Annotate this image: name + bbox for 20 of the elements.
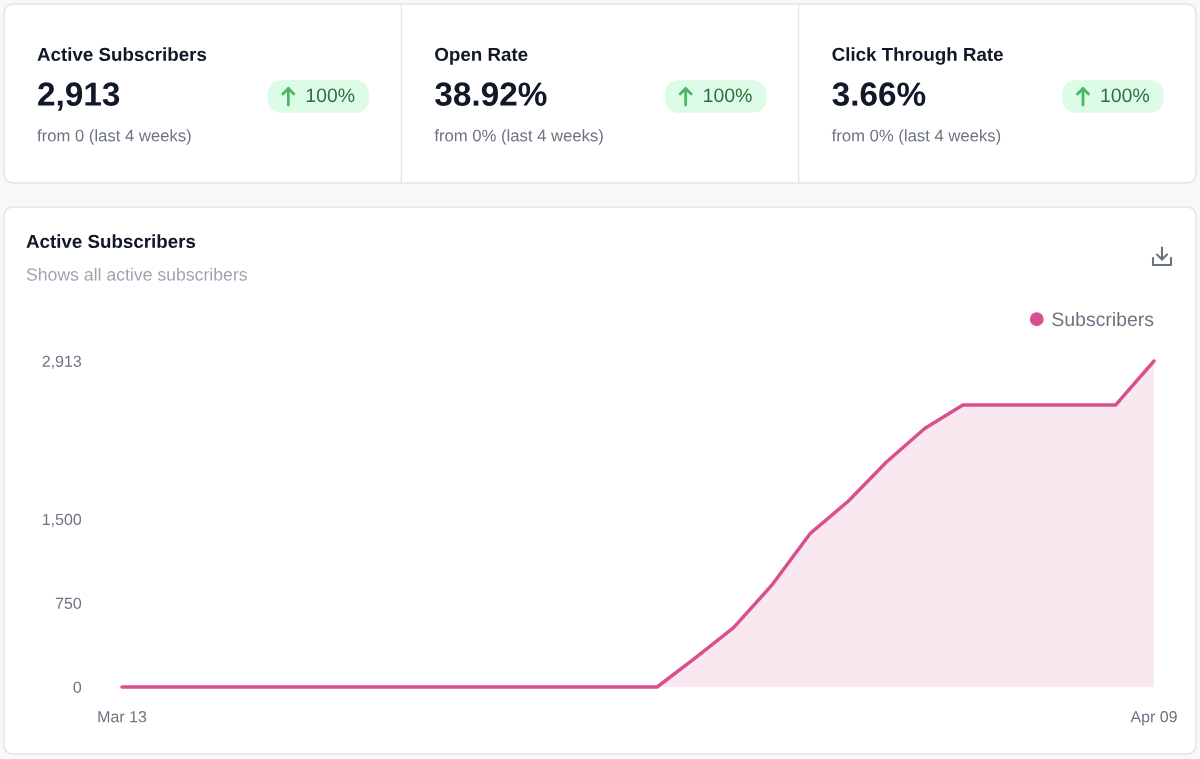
y-tick-label: 750 — [55, 597, 82, 610]
y-tick-label: 1,500 — [42, 513, 82, 527]
text: Click Through Rate — [832, 47, 1003, 65]
text: 3.66% — [832, 82, 926, 106]
text: 100% — [306, 88, 355, 103]
chart-subtitle: Shows all active subscribers — [26, 267, 247, 281]
text: Open Rate — [435, 47, 528, 65]
y-tick-label: 0 — [73, 681, 82, 693]
text: from 0% (last 4 weeks) — [831, 129, 1001, 145]
text: Active Subscribers — [37, 47, 207, 62]
text: 38.92% — [435, 82, 547, 106]
x-tick-label: Mar 13 — [98, 711, 147, 723]
x-tick-label: Apr 09 — [1130, 711, 1177, 726]
y-tick-label: 2,913 — [42, 355, 82, 369]
text: 100% — [1101, 88, 1150, 103]
text: from 0% (last 4 weeks) — [434, 129, 603, 145]
chart-title: Active Subscribers — [26, 234, 196, 249]
text: from 0 (last 4 weeks) — [37, 129, 191, 145]
text: 100% — [704, 88, 752, 103]
legend-label: Subscribers — [1052, 311, 1154, 327]
